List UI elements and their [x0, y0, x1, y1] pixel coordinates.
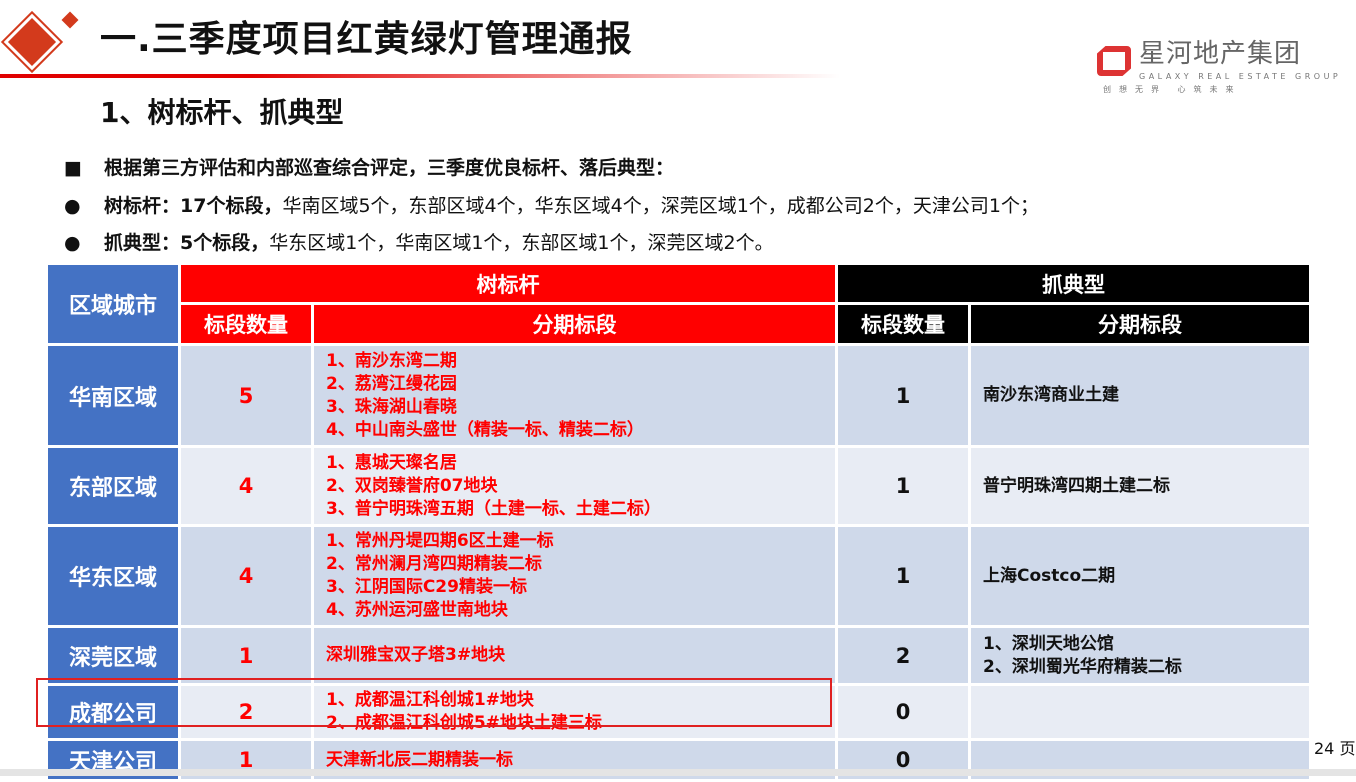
- benchmark-sections: 1、常州丹堤四期6区土建一标 2、常州澜月湾四期精装二标 3、江阴国际C29精装一标…: [314, 527, 835, 625]
- summary-text: 根据第三方评估和内部巡查综合评定，三季度优良标杆、落后典型：: [104, 157, 675, 179]
- logo-dot-icon: [61, 11, 79, 29]
- summary-text: 华南区域5个，东部区域4个，华东区域4个，深莞区域1个，成都公司2个，天津公司1…: [282, 195, 1039, 217]
- region-cell: 成都公司: [48, 686, 178, 738]
- section-item: 上海Costco二期: [983, 565, 1116, 586]
- highlight-box: [36, 678, 832, 727]
- section-item: 1、常州丹堤四期6区土建一标: [326, 531, 554, 551]
- section-item: 1、惠城天璨名居: [326, 452, 457, 473]
- header-benchmark: 树标杆: [181, 265, 835, 302]
- header-typical: 抓典型: [838, 265, 1309, 302]
- section-item: 4、苏州运河盛世南地块: [326, 600, 508, 620]
- section-item: 1、南沙东湾二期: [326, 350, 457, 371]
- benchmark-sections: 1、南沙东湾二期 2、荔湾江缦花园 3、珠海湖山春晓 4、中山南头盛世（精装一标、精装…: [314, 346, 835, 445]
- section-item: 3、普宁明珠湾五期（土建一标、土建二标）: [326, 498, 661, 519]
- benchmark-count: 1: [181, 628, 311, 683]
- logo-diamond-icon: [3, 13, 61, 71]
- brand-english: GALAXY REAL ESTATE GROUP: [1139, 72, 1342, 81]
- section-item: 2、常州澜月湾四期精装二标: [326, 554, 542, 574]
- benchmark-sections: 1、成都温江科创城1#地块 2、成都温江科创城5#地块土建三标: [314, 686, 835, 738]
- dot-bullet-icon: ●: [64, 195, 81, 217]
- brand-mark-icon: [1097, 46, 1131, 76]
- section-item: 2、成都温江科创城5#地块土建三标: [326, 713, 602, 733]
- typical-sections: 普宁明珠湾四期土建二标: [971, 448, 1309, 524]
- section-item: 4、中山南头盛世（精装一标、精装二标）: [326, 419, 644, 440]
- table-row: 东部区域 4 1、惠城天璨名居 2、双岗臻誉府07地块 3、普宁明珠湾五期（土建一标、土…: [48, 448, 1309, 524]
- brand-name: 星河地产集团: [1139, 39, 1302, 69]
- title-divider: [0, 74, 840, 78]
- region-cell: 深莞区域: [48, 628, 178, 683]
- section-item: 天津新北辰二期精装一标: [326, 749, 513, 770]
- section-item: 南沙东湾商业土建: [983, 385, 1119, 405]
- typical-count: 1: [838, 527, 968, 625]
- benchmark-count: 2: [181, 686, 311, 738]
- bottom-bar: [0, 769, 1356, 776]
- header-typical-sections: 分期标段: [971, 305, 1309, 343]
- benchmark-sections: 1、惠城天璨名居 2、双岗臻誉府07地块 3、普宁明珠湾五期（土建一标、土建二标）: [314, 448, 835, 524]
- section-item: 2、深圳蜀光华府精装二标: [983, 656, 1182, 677]
- header-benchmark-sections: 分期标段: [314, 305, 835, 343]
- section-item: 2、双岗臻誉府07地块: [326, 475, 498, 496]
- section-item: 深圳雅宝双子塔3#地块: [326, 645, 506, 665]
- typical-count: 1: [838, 448, 968, 524]
- section-item: 3、江阴国际C29精装一标: [326, 577, 527, 597]
- region-cell: 华南区域: [48, 346, 178, 445]
- benchmark-sections: 深圳雅宝双子塔3#地块: [314, 628, 835, 683]
- summary-line: ■ 根据第三方评估和内部巡查综合评定，三季度优良标杆、落后典型：: [64, 156, 674, 180]
- typical-count: 1: [838, 346, 968, 445]
- section-subtitle: 1、树标杆、抓典型: [100, 96, 344, 129]
- brand-slogan: 创想无界 心筑未来: [1103, 85, 1242, 94]
- table-row: 成都公司 2 1、成都温江科创城1#地块 2、成都温江科创城5#地块土建三标 0: [48, 686, 1309, 738]
- summary-line: ● 树标杆：17个标段，华南区域5个，东部区域4个，华东区域4个，深莞区域1个，成…: [64, 194, 1039, 218]
- header-region: 区域城市: [48, 265, 178, 343]
- section-item: 1、深圳天地公馆: [983, 633, 1114, 654]
- typical-sections: 1、深圳天地公馆 2、深圳蜀光华府精装二标: [971, 628, 1309, 683]
- region-cell: 华东区域: [48, 527, 178, 625]
- header-typical-count: 标段数量: [838, 305, 968, 343]
- section-item: 普宁明珠湾四期土建二标: [983, 475, 1170, 496]
- benchmark-count: 5: [181, 346, 311, 445]
- typical-sections: 上海Costco二期: [971, 527, 1309, 625]
- table-row: 华南区域 5 1、南沙东湾二期 2、荔湾江缦花园 3、珠海湖山春晓 4、中山南头盛世（精装…: [48, 346, 1309, 445]
- page-title: 一.三季度项目红黄绿灯管理通报: [100, 19, 633, 60]
- page-number: 24 页: [1314, 739, 1356, 758]
- summary-text: 华东区域1个，华南区域1个，东部区域1个，深莞区域2个。: [269, 232, 774, 254]
- typical-sections: 南沙东湾商业土建: [971, 346, 1309, 445]
- section-item: 2、荔湾江缦花园: [326, 373, 457, 394]
- table-row: 华东区域 4 1、常州丹堤四期6区土建一标 2、常州澜月湾四期精装二标 3、江阴国际C2…: [48, 527, 1309, 625]
- section-item: 3、珠海湖山春晓: [326, 396, 457, 417]
- summary-line: ● 抓典型：5个标段，华东区域1个，华南区域1个，东部区域1个，深莞区域2个。: [64, 231, 774, 255]
- benchmark-count: 4: [181, 448, 311, 524]
- benchmark-table: 区域城市 树标杆 抓典型 标段数量 分期标段 标段数量 分期标段 华南区域 5 1、…: [45, 262, 1312, 782]
- region-cell: 东部区域: [48, 448, 178, 524]
- summary-bold: 树标杆：17个标段，: [104, 195, 283, 217]
- typical-count: 0: [838, 686, 968, 738]
- header-benchmark-count: 标段数量: [181, 305, 311, 343]
- typical-count: 2: [838, 628, 968, 683]
- typical-sections: [971, 686, 1309, 738]
- square-bullet-icon: ■: [64, 157, 82, 179]
- summary-bold: 抓典型：5个标段，: [104, 232, 270, 254]
- section-item: 1、成都温江科创城1#地块: [326, 690, 534, 710]
- dot-bullet-icon: ●: [64, 232, 81, 254]
- benchmark-count: 4: [181, 527, 311, 625]
- table-row: 深莞区域 1 深圳雅宝双子塔3#地块 2 1、深圳天地公馆 2、深圳蜀光华府精装二标: [48, 628, 1309, 683]
